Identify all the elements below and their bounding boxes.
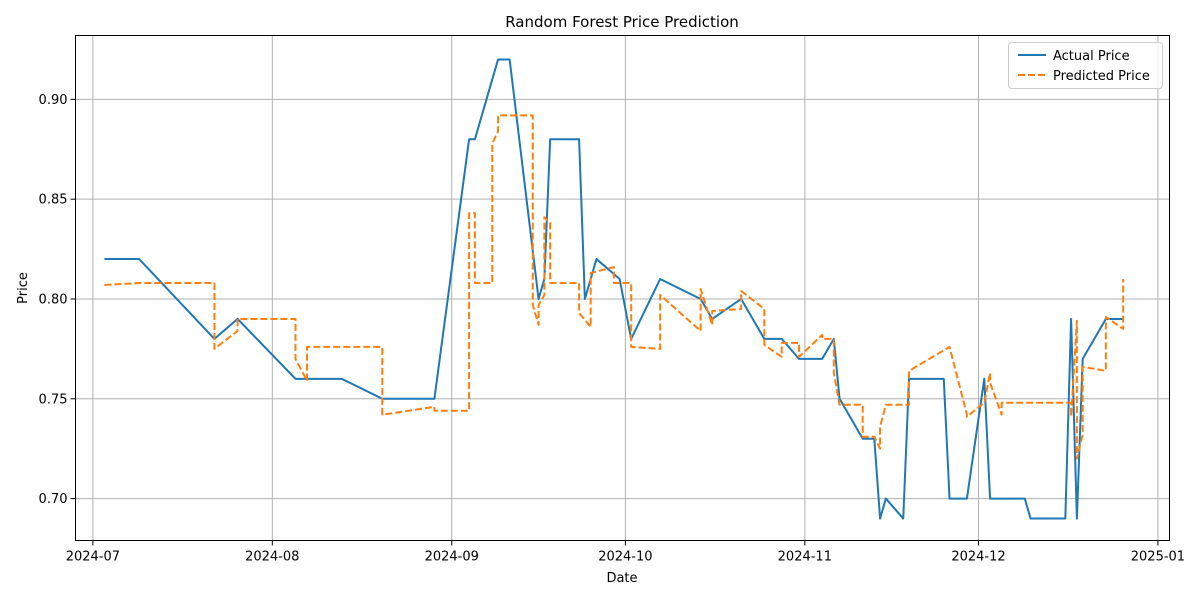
x-axis-label: Date xyxy=(606,571,637,586)
series-layer xyxy=(104,58,1125,520)
x-tick-label: 2024-10 xyxy=(598,550,652,565)
y-tick-label: 0.85 xyxy=(39,193,68,208)
x-tick-label: 2024-11 xyxy=(778,550,832,565)
y-axis-label: Price xyxy=(16,272,31,304)
y-tick-label: 0.70 xyxy=(39,492,68,507)
series-line-predicted-price xyxy=(104,114,1125,460)
legend-label-predicted-price: Predicted Price xyxy=(1053,69,1150,84)
x-tick-label: 2024-08 xyxy=(245,550,299,565)
y-axis-ticks: 0.70 0.75 0.80 0.85 0.90 xyxy=(39,93,76,507)
y-tick-label: 0.75 xyxy=(39,392,68,407)
x-tick-label: 2024-07 xyxy=(66,550,120,565)
legend-label-actual-price: Actual Price xyxy=(1053,49,1130,64)
legend-box xyxy=(1008,42,1163,89)
plot-frame xyxy=(75,35,1170,541)
x-tick-label: 2024-12 xyxy=(951,550,1005,565)
x-tick-label: 2024-09 xyxy=(425,550,479,565)
chart-title: Random Forest Price Prediction xyxy=(505,13,739,31)
x-tick-label: 2025-01 xyxy=(1131,550,1185,565)
grid-lines xyxy=(75,35,1170,541)
series-line-actual-price xyxy=(104,58,1124,520)
y-tick-label: 0.90 xyxy=(39,93,68,108)
y-tick-label: 0.80 xyxy=(39,292,68,307)
x-axis-ticks: 2024-07 2024-08 2024-09 2024-10 2024-11 2024-… xyxy=(66,540,1185,565)
legend: Actual Price Predicted Price xyxy=(1008,42,1163,89)
